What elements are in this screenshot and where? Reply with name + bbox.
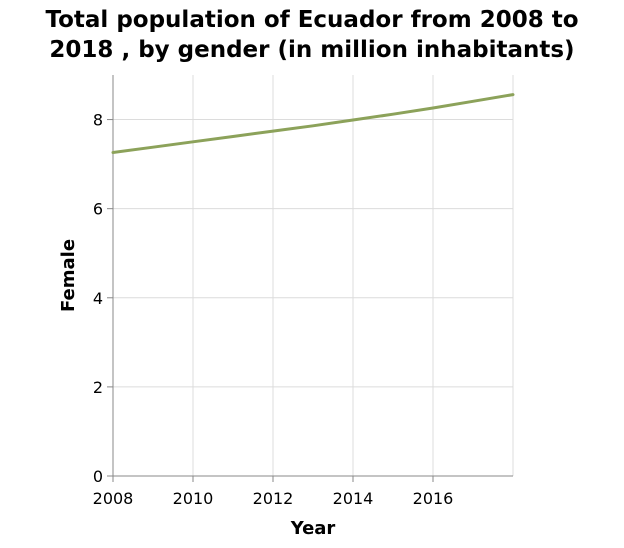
chart-title-line-1: Total population of Ecuador from 2008 to [45,7,579,33]
y-tick-label: 6 [93,200,103,219]
y-tick-label: 4 [93,289,103,308]
x-tick-label: 2012 [253,489,294,508]
x-tick-label: 2008 [93,489,134,508]
chart-title-line-2: 2018 , by gender (in million inhabitants… [49,37,575,63]
series-line-0 [111,93,515,154]
y-tick-label: 2 [93,378,103,397]
y-tick-label: 0 [93,467,103,486]
y-tick-label: 8 [93,111,103,130]
x-axis-title: Year [290,518,336,539]
x-tick-label: 2016 [413,489,454,508]
x-tick-label: 2010 [173,489,214,508]
y-axis-title: Female [58,239,79,312]
x-tick-label: 2014 [333,489,374,508]
